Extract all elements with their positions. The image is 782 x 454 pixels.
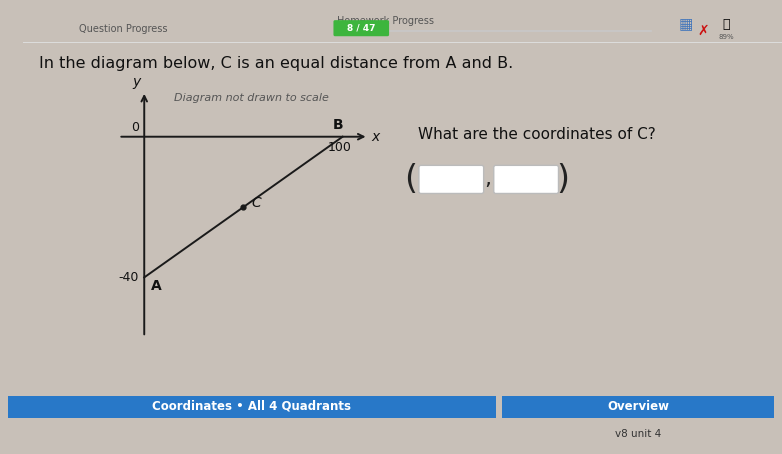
Text: ): ) [556,163,569,196]
Text: (: ( [404,163,418,196]
FancyBboxPatch shape [493,165,558,193]
Text: 89%: 89% [719,34,734,40]
Text: ▦: ▦ [679,17,693,32]
Text: Diagram not drawn to scale: Diagram not drawn to scale [174,93,329,103]
Text: y: y [132,75,140,89]
Text: 0: 0 [131,121,139,133]
Text: In the diagram below, C is an equal distance from A and B.: In the diagram below, C is an equal dist… [38,56,513,71]
Text: 100: 100 [328,141,352,154]
Text: What are the coordinates of C?: What are the coordinates of C? [418,127,655,142]
Text: x: x [371,130,380,144]
Text: Homework Progress: Homework Progress [337,15,434,26]
Text: Overview: Overview [607,400,669,413]
Text: A: A [152,279,162,293]
FancyBboxPatch shape [502,396,774,418]
FancyBboxPatch shape [8,396,496,418]
Text: -40: -40 [119,271,139,284]
Text: C: C [252,196,261,210]
FancyBboxPatch shape [419,165,483,193]
Text: v8 unit 4: v8 unit 4 [615,429,661,439]
Text: ✗: ✗ [698,24,709,38]
Text: ,: , [484,169,491,189]
Text: Question Progress: Question Progress [79,24,167,34]
Text: 🏆: 🏆 [723,18,730,31]
Text: 8 / 47: 8 / 47 [347,24,375,33]
Text: Coordinates • All 4 Quadrants: Coordinates • All 4 Quadrants [152,400,351,413]
Text: B: B [332,118,343,132]
FancyBboxPatch shape [333,20,389,36]
